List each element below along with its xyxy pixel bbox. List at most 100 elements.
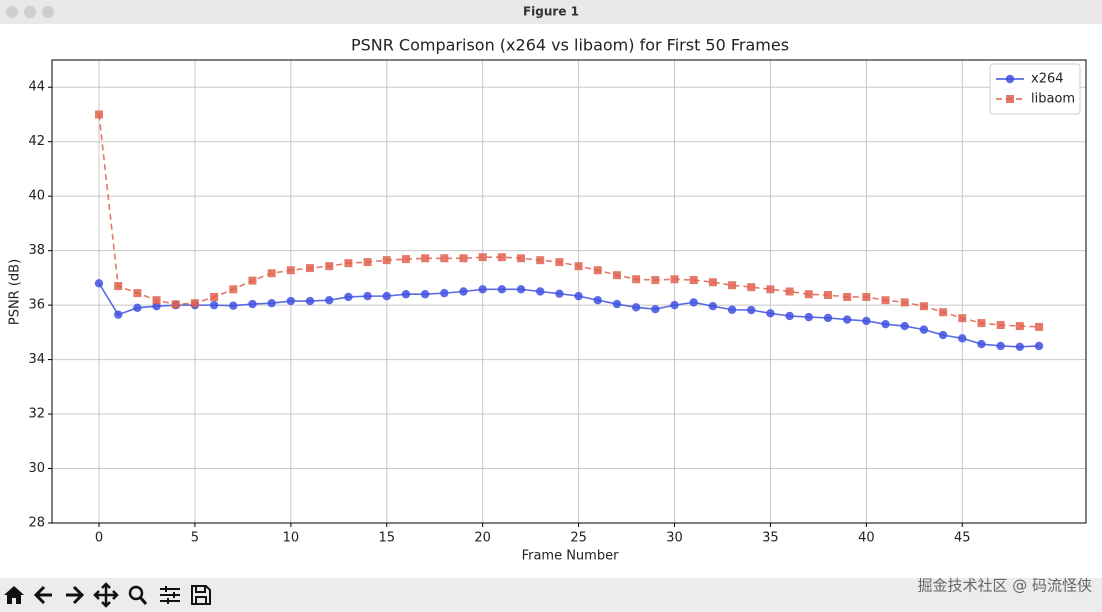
point xyxy=(574,262,583,271)
y-tick-label: 32 xyxy=(28,407,45,422)
point xyxy=(536,287,545,296)
point xyxy=(766,285,775,294)
point xyxy=(881,319,890,329)
point xyxy=(95,110,103,119)
point xyxy=(919,325,929,334)
toolbar xyxy=(0,578,1102,612)
point xyxy=(171,300,180,309)
point xyxy=(382,291,391,301)
legend: x264 libaom xyxy=(989,63,1081,115)
point xyxy=(900,321,909,331)
back-button[interactable] xyxy=(33,585,52,605)
point xyxy=(363,258,372,267)
y-axis-label: PSNR (dB) xyxy=(8,259,23,325)
point xyxy=(689,276,698,285)
zoom-rect-button[interactable] xyxy=(128,585,148,605)
point xyxy=(862,316,871,326)
point xyxy=(152,296,161,305)
point xyxy=(708,302,718,311)
x-tick-label: 10 xyxy=(283,531,300,546)
point xyxy=(612,299,622,309)
y-tick-label: 38 xyxy=(28,243,45,258)
home-button[interactable] xyxy=(4,586,24,604)
toolbar-icons xyxy=(4,582,211,608)
point xyxy=(747,305,756,315)
point xyxy=(325,262,334,271)
point xyxy=(843,292,852,301)
point xyxy=(459,254,468,263)
figure xyxy=(0,24,1102,578)
point xyxy=(996,341,1005,351)
point xyxy=(363,291,372,301)
point xyxy=(248,299,257,309)
point xyxy=(344,292,353,302)
point xyxy=(1015,342,1025,351)
y-tick-label: 30 xyxy=(28,461,45,476)
point xyxy=(785,311,794,321)
point xyxy=(286,296,296,306)
point xyxy=(612,271,621,280)
point xyxy=(440,288,449,298)
point xyxy=(1034,341,1044,351)
y-tick-label: 36 xyxy=(28,298,45,313)
point xyxy=(689,298,698,307)
point xyxy=(632,275,641,284)
point xyxy=(190,299,199,308)
x-tick-label: 30 xyxy=(666,531,683,546)
window-title: Figure 1 xyxy=(523,5,579,19)
series xyxy=(94,279,1044,351)
point xyxy=(286,266,295,275)
point xyxy=(305,296,315,306)
point xyxy=(919,302,928,311)
chart-title: PSNR Comparison (x264 vs libaom) for Fir… xyxy=(351,36,789,55)
point xyxy=(114,282,123,291)
point xyxy=(516,285,526,294)
legend-label: libaom xyxy=(1031,92,1075,107)
point xyxy=(804,312,813,322)
point xyxy=(133,303,142,313)
point xyxy=(459,287,468,296)
save-button[interactable] xyxy=(191,585,211,605)
point xyxy=(593,296,602,305)
point xyxy=(555,289,564,298)
point xyxy=(229,285,238,294)
x-tick-label: 20 xyxy=(474,531,491,546)
forward-button[interactable] xyxy=(66,585,85,605)
point xyxy=(267,269,276,278)
minimize-button[interactable] xyxy=(24,6,36,18)
y-tick-label: 40 xyxy=(28,189,45,204)
point xyxy=(440,254,449,263)
series xyxy=(95,110,1043,331)
plot-frame xyxy=(51,59,1087,524)
point xyxy=(344,259,353,268)
point xyxy=(536,256,545,265)
point xyxy=(1035,322,1043,331)
watermark: 掘金技术社区 @ 码流怪侠 xyxy=(917,577,1092,595)
point xyxy=(958,334,967,343)
point xyxy=(842,315,852,324)
point xyxy=(670,300,679,310)
line xyxy=(98,114,1040,328)
point xyxy=(747,283,756,292)
point xyxy=(478,285,487,294)
y-tick-label: 42 xyxy=(28,134,45,149)
point xyxy=(977,319,986,328)
x-tick-label: 0 xyxy=(95,531,103,546)
point xyxy=(977,339,986,349)
zoom-button[interactable] xyxy=(42,6,54,18)
legend-marker xyxy=(1006,95,1014,103)
point xyxy=(651,276,660,285)
point xyxy=(862,292,871,301)
point xyxy=(113,310,123,319)
configure-button[interactable] xyxy=(160,586,180,604)
y-tick-label: 28 xyxy=(28,516,45,531)
point xyxy=(210,292,219,301)
x-tick-label: 15 xyxy=(378,531,395,546)
point xyxy=(517,254,526,263)
point xyxy=(401,290,411,299)
close-button[interactable] xyxy=(6,6,18,18)
point xyxy=(306,264,315,273)
legend-marker xyxy=(1005,74,1015,84)
pan-button[interactable] xyxy=(93,582,119,608)
point xyxy=(497,285,507,294)
